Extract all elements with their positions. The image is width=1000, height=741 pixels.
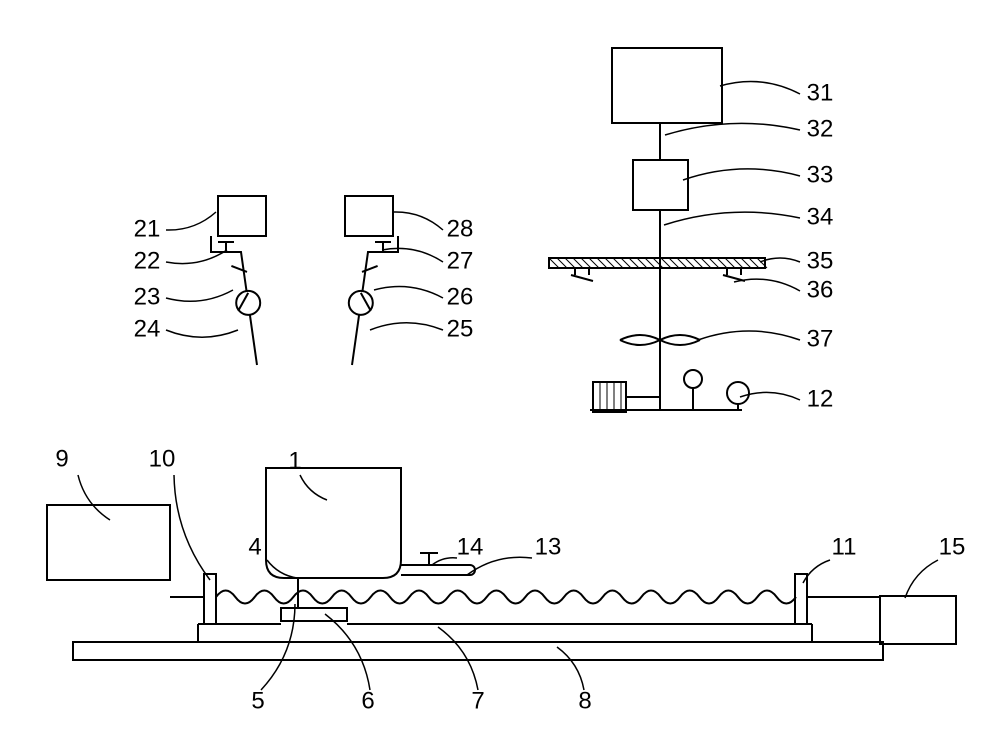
leader-line	[300, 475, 327, 500]
label-24: 24	[134, 315, 161, 342]
label-1: 1	[288, 447, 301, 474]
label-33: 33	[807, 161, 834, 188]
leader-line	[557, 647, 584, 690]
block-33	[633, 160, 688, 210]
ground-8	[73, 642, 883, 660]
label-27: 27	[447, 247, 474, 274]
tank-28	[345, 196, 393, 236]
label-34: 34	[807, 203, 834, 230]
lead-screw	[216, 591, 796, 604]
label-13: 13	[535, 533, 562, 560]
support-10	[204, 574, 216, 624]
leader-line	[261, 604, 295, 690]
leader-line	[166, 212, 216, 230]
block-15	[880, 596, 956, 644]
leader-line	[393, 212, 443, 230]
label-4: 4	[248, 533, 261, 560]
leader-line	[698, 331, 800, 340]
leader-line	[166, 290, 233, 301]
label-12: 12	[807, 385, 834, 412]
label-5: 5	[251, 687, 264, 714]
label-28: 28	[447, 215, 474, 242]
label-36: 36	[807, 276, 834, 303]
leader-line	[432, 558, 457, 565]
label-10: 10	[149, 445, 176, 472]
leader-line	[683, 169, 800, 180]
tank-21	[218, 196, 266, 236]
label-26: 26	[447, 283, 474, 310]
label-25: 25	[447, 315, 474, 342]
support-11	[795, 574, 807, 624]
leader-line	[665, 123, 800, 135]
block-31	[612, 48, 722, 123]
leader-line	[720, 82, 800, 95]
label-37: 37	[807, 325, 834, 352]
label-7: 7	[471, 687, 484, 714]
label-9: 9	[55, 445, 68, 472]
leader-line	[664, 212, 800, 225]
leader-line	[174, 475, 210, 580]
leader-line	[438, 627, 478, 690]
leader-line	[78, 475, 110, 520]
label-11: 11	[832, 533, 857, 560]
diagram-canvas: 2122232425262728313233343536371291014141…	[0, 0, 1000, 741]
leader-line	[374, 287, 443, 298]
label-21: 21	[134, 215, 161, 242]
label-32: 32	[807, 115, 834, 142]
label-6: 6	[361, 687, 374, 714]
label-14: 14	[457, 533, 484, 560]
label-31: 31	[807, 79, 834, 106]
tank-1	[266, 468, 401, 578]
leader-line	[905, 560, 938, 598]
leader-line	[382, 248, 443, 262]
label-15: 15	[939, 533, 966, 560]
leader-line	[370, 323, 443, 330]
label-23: 23	[134, 283, 161, 310]
label-35: 35	[807, 247, 834, 274]
label-22: 22	[134, 247, 161, 274]
label-8: 8	[578, 687, 591, 714]
leader-line	[325, 614, 370, 690]
block-9	[47, 505, 170, 580]
slider-6	[281, 608, 347, 621]
leader-line	[166, 330, 238, 337]
